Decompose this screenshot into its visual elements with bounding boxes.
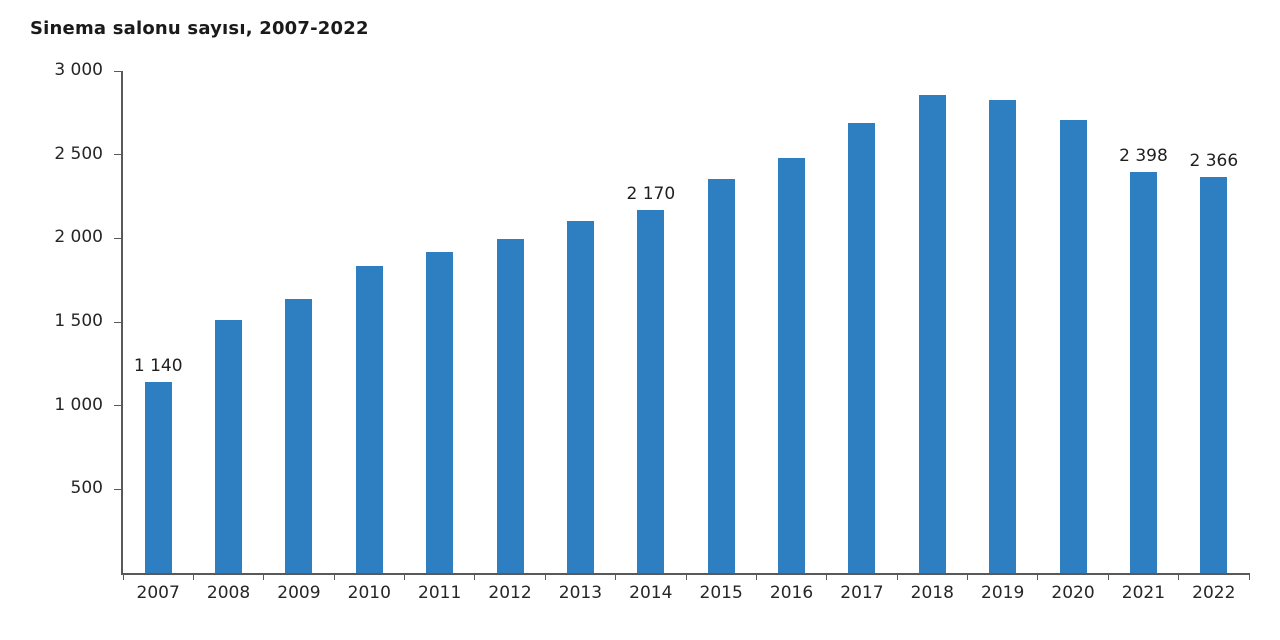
x-axis-label-2009: 2009 bbox=[277, 583, 321, 603]
y-axis-tick bbox=[114, 154, 122, 156]
y-axis-tick bbox=[114, 405, 122, 407]
bar-2013 bbox=[566, 221, 594, 573]
x-axis-label-2007: 2007 bbox=[136, 583, 180, 603]
x-axis-tick bbox=[1178, 573, 1180, 580]
bar-2009 bbox=[285, 299, 313, 573]
bar-2007 bbox=[144, 382, 172, 573]
x-axis-tick bbox=[122, 573, 124, 580]
y-axis-tick bbox=[114, 70, 122, 72]
x-axis-tick bbox=[1248, 573, 1250, 580]
bar-2010 bbox=[355, 266, 383, 573]
x-axis-tick bbox=[1107, 573, 1109, 580]
x-axis-label-2010: 2010 bbox=[347, 583, 391, 603]
y-axis-tick-label: 1 000 bbox=[54, 394, 103, 415]
bar-value-label-2022: 2 366 bbox=[1189, 151, 1239, 171]
bar-2014 bbox=[637, 210, 665, 573]
y-axis-tick-label: 3 000 bbox=[54, 60, 103, 80]
y-axis-tick bbox=[114, 488, 122, 490]
bar-2019 bbox=[989, 100, 1017, 573]
bar-2012 bbox=[496, 239, 524, 573]
x-axis-tick bbox=[685, 573, 687, 580]
x-axis-tick bbox=[1037, 573, 1039, 580]
bar-2021 bbox=[1129, 172, 1157, 573]
y-axis-tick-label: 500 bbox=[70, 478, 103, 499]
x-axis-tick bbox=[544, 573, 546, 580]
x-axis-tick bbox=[896, 573, 898, 580]
bar-value-label-2007: 1 140 bbox=[133, 356, 183, 376]
x-axis-label-2015: 2015 bbox=[699, 583, 743, 603]
x-axis-label-2018: 2018 bbox=[910, 583, 954, 603]
y-axis-tick-label: 2 000 bbox=[54, 227, 103, 248]
x-axis-label-2021: 2021 bbox=[1121, 583, 1166, 603]
bar-value-label-2021: 2 398 bbox=[1119, 146, 1168, 166]
y-axis-tick bbox=[114, 321, 122, 323]
y-axis-tick-label: 1 500 bbox=[54, 311, 103, 331]
bar-2022 bbox=[1200, 177, 1228, 573]
x-axis-label-2016: 2016 bbox=[769, 583, 814, 603]
bar-2020 bbox=[1059, 120, 1087, 573]
x-axis-tick bbox=[474, 573, 476, 580]
bar-2015 bbox=[707, 179, 735, 573]
bar-2016 bbox=[778, 158, 806, 573]
bar-2017 bbox=[848, 123, 876, 573]
x-axis-tick bbox=[404, 573, 405, 580]
x-axis-label-2012: 2012 bbox=[488, 583, 532, 603]
x-axis-label-2017: 2017 bbox=[840, 583, 884, 603]
x-axis-tick bbox=[826, 573, 828, 580]
x-axis-tick bbox=[755, 573, 757, 580]
bar-value-label-2014: 2 170 bbox=[626, 184, 676, 204]
bar-2011 bbox=[426, 252, 454, 573]
x-axis-label-2022: 2022 bbox=[1192, 583, 1236, 603]
x-axis-tick bbox=[192, 573, 194, 580]
x-axis-label-2019: 2019 bbox=[981, 583, 1025, 603]
x-axis-label-2008: 2008 bbox=[206, 583, 251, 603]
x-axis-tick bbox=[263, 573, 265, 580]
bar-2008 bbox=[215, 320, 243, 573]
x-axis-label-2020: 2020 bbox=[1051, 583, 1095, 603]
y-axis-tick-label: 2 500 bbox=[54, 143, 103, 164]
y-axis-tick bbox=[114, 237, 122, 239]
x-axis-label-2014: 2014 bbox=[629, 583, 673, 603]
bar-2018 bbox=[918, 95, 946, 573]
x-axis-label-2013: 2013 bbox=[558, 583, 603, 603]
plot-area: 3 000 2 500 2 000 1 500 1 000 500 1 140 2007 200… bbox=[54, 60, 1250, 603]
x-axis-label-2011: 2011 bbox=[418, 583, 462, 603]
x-axis-tick bbox=[967, 573, 968, 580]
x-axis-tick bbox=[333, 573, 335, 580]
x-axis-tick bbox=[615, 573, 617, 580]
chart-title: Sinema salonu sayısı, 2007-2022 bbox=[30, 18, 369, 39]
